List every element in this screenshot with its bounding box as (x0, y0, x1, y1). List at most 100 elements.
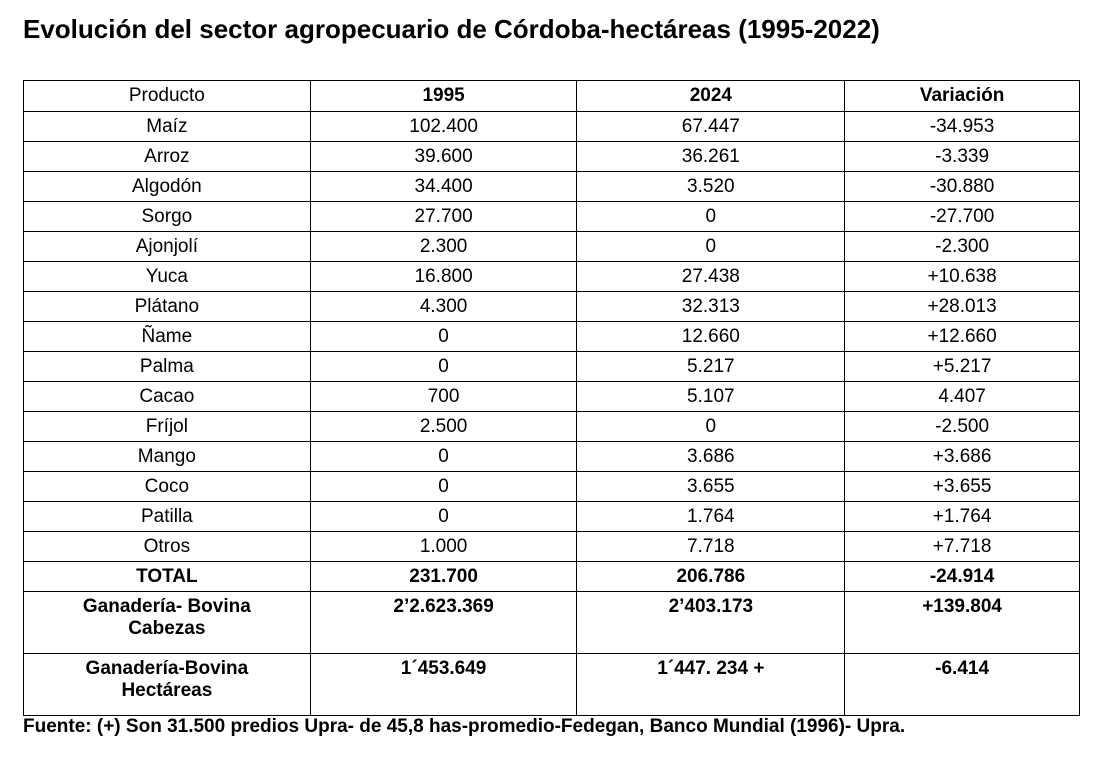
product-cell: Algodón (23, 171, 311, 202)
table-row: Coco 0 3.655 +3.655 (23, 471, 1080, 502)
table-row: Otros 1.000 7.718 +7.718 (23, 531, 1080, 562)
value-cell: 32.313 (576, 291, 846, 322)
value-cell: -27.700 (844, 201, 1080, 232)
table-row: Plátano 4.300 32.313 +28.013 (23, 291, 1080, 322)
table-row: Mango 0 3.686 +3.686 (23, 441, 1080, 472)
value-cell: 3.655 (576, 471, 846, 502)
value-cell: 67.447 (576, 111, 846, 142)
value-cell: +7.718 (844, 531, 1080, 562)
product-cell: Sorgo (23, 201, 311, 232)
product-cell: Cacao (23, 381, 311, 412)
value-cell: 0 (576, 411, 846, 442)
value-cell: 206.786 (576, 561, 846, 592)
table-row: Ñame 0 12.660 +12.660 (23, 321, 1080, 352)
product-cell: Ajonjolí (23, 231, 311, 262)
value-cell: 12.660 (576, 321, 846, 352)
product-cell: Maíz (23, 111, 311, 142)
value-cell: 4.407 (844, 381, 1080, 412)
product-cell: Arroz (23, 141, 311, 172)
product-cell: Palma (23, 351, 311, 382)
table-row: Ajonjolí 2.300 0 -2.300 (23, 231, 1080, 262)
value-cell: 0 (576, 201, 846, 232)
table-body: Maíz 102.400 67.447 -34.953 Arroz 39.600 36.26… (23, 111, 1080, 716)
product-cell: Ganadería- Bovina Cabezas (23, 591, 311, 654)
value-cell: 16.800 (309, 261, 578, 292)
value-cell: 0 (576, 231, 846, 262)
value-cell: 0 (309, 471, 578, 502)
value-cell: +3.655 (844, 471, 1080, 502)
value-cell: -30.880 (844, 171, 1080, 202)
table-row: Fríjol 2.500 0 -2.500 (23, 411, 1080, 442)
product-cell: Yuca (23, 261, 311, 292)
value-cell: 1´447. 234 + (576, 653, 846, 716)
value-cell: 2’403.173 (576, 591, 846, 654)
value-cell: 3.520 (576, 171, 846, 202)
value-cell: 3.686 (576, 441, 846, 472)
value-cell: 1´453.649 (309, 653, 578, 716)
value-cell: -2.300 (844, 231, 1080, 262)
column-header: 2024 (576, 80, 846, 112)
column-header: Variación (844, 80, 1080, 112)
value-cell: 2.300 (309, 231, 578, 262)
value-cell: 36.261 (576, 141, 846, 172)
value-cell: 0 (309, 441, 578, 472)
value-cell: 34.400 (309, 171, 578, 202)
value-cell: 5.107 (576, 381, 846, 412)
table-row: Yuca 16.800 27.438 +10.638 (23, 261, 1080, 292)
data-table: Producto 1995 2024 Variación Maíz 102.400 67.… (23, 80, 1080, 716)
table-row: Algodón 34.400 3.520 -30.880 (23, 171, 1080, 202)
product-cell: TOTAL (23, 561, 311, 592)
value-cell: 7.718 (576, 531, 846, 562)
source-note: Fuente: (+) Son 31.500 predios Upra- de … (23, 716, 906, 737)
value-cell: -34.953 (844, 111, 1080, 142)
table-row: Sorgo 27.700 0 -27.700 (23, 201, 1080, 232)
value-cell: 0 (309, 501, 578, 532)
value-cell: +5.217 (844, 351, 1080, 382)
value-cell: 27.438 (576, 261, 846, 292)
value-cell: 0 (309, 321, 578, 352)
product-cell: Ganadería-Bovina Hectáreas (23, 653, 311, 716)
table-row: TOTAL 231.700 206.786 -24.914 (23, 561, 1080, 592)
value-cell: -2.500 (844, 411, 1080, 442)
title: Evolución del sector agropecuario de Cór… (23, 14, 880, 44)
product-cell: Plátano (23, 291, 311, 322)
product-cell: Patilla (23, 501, 311, 532)
table-row: Maíz 102.400 67.447 -34.953 (23, 111, 1080, 142)
column-header: Producto (23, 80, 311, 112)
value-cell: +10.638 (844, 261, 1080, 292)
table-row: Arroz 39.600 36.261 -3.339 (23, 141, 1080, 172)
value-cell: -6.414 (844, 653, 1080, 716)
value-cell: +1.764 (844, 501, 1080, 532)
value-cell: +139.804 (844, 591, 1080, 654)
value-cell: 27.700 (309, 201, 578, 232)
column-header: 1995 (309, 80, 578, 112)
value-cell: 4.300 (309, 291, 578, 322)
product-cell: Fríjol (23, 411, 311, 442)
value-cell: 102.400 (309, 111, 578, 142)
value-cell: +12.660 (844, 321, 1080, 352)
product-cell: Mango (23, 441, 311, 472)
value-cell: 2.500 (309, 411, 578, 442)
table-row: Ganadería-Bovina Hectáreas 1´453.649 1´447… (23, 653, 1080, 716)
value-cell: 1.000 (309, 531, 578, 562)
value-cell: 0 (309, 351, 578, 382)
value-cell: 39.600 (309, 141, 578, 172)
value-cell: 700 (309, 381, 578, 412)
header-row: Producto 1995 2024 Variación (23, 80, 1080, 112)
product-cell: Ñame (23, 321, 311, 352)
table-row: Patilla 0 1.764 +1.764 (23, 501, 1080, 532)
value-cell: -3.339 (844, 141, 1080, 172)
value-cell: 5.217 (576, 351, 846, 382)
value-cell: 1.764 (576, 501, 846, 532)
product-cell: Otros (23, 531, 311, 562)
table-row: Cacao 700 5.107 4.407 (23, 381, 1080, 412)
value-cell: 2’2.623.369 (309, 591, 578, 654)
value-cell: 231.700 (309, 561, 578, 592)
value-cell: +3.686 (844, 441, 1080, 472)
table-row: Ganadería- Bovina Cabezas 2’2.623.369 2’40… (23, 591, 1080, 654)
value-cell: +28.013 (844, 291, 1080, 322)
product-cell: Coco (23, 471, 311, 502)
table-row: Palma 0 5.217 +5.217 (23, 351, 1080, 382)
value-cell: -24.914 (844, 561, 1080, 592)
